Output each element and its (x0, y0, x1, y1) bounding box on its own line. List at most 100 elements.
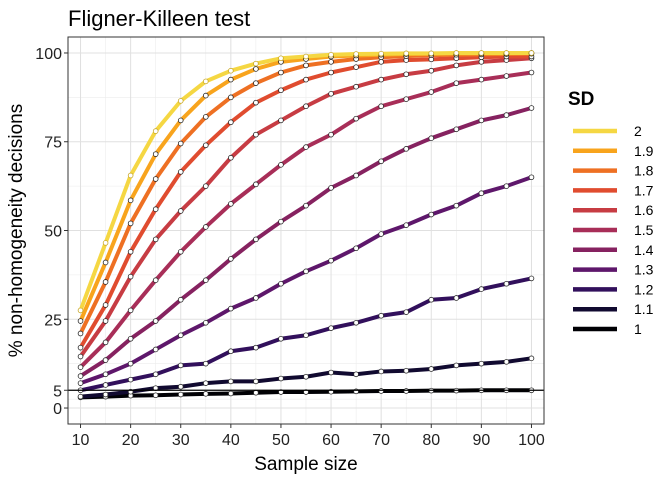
data-point-sd-1.2 (102, 382, 109, 388)
data-point-sd-1.7 (152, 206, 159, 212)
data-point-sd-2 (353, 51, 359, 57)
data-point-sd-1.3 (127, 360, 134, 367)
data-point-sd-1.5 (353, 115, 359, 122)
data-point-sd-1.6 (478, 59, 485, 65)
data-point-sd-1.3 (503, 183, 510, 189)
data-point-sd-2 (528, 50, 535, 56)
y-tick-label: 100 (35, 46, 62, 63)
data-point-sd-1.7 (253, 99, 259, 106)
data-point-sd-1.2 (177, 362, 184, 369)
y-tick-label: 50 (44, 224, 62, 241)
data-point-sd-1.6 (102, 318, 109, 324)
data-point-sd-1.7 (127, 249, 134, 255)
x-axis-title: Sample size (254, 454, 358, 475)
data-point-sd-1.3 (403, 222, 410, 228)
data-point-sd-1.1 (278, 375, 284, 382)
data-point-sd-1.3 (428, 211, 435, 218)
data-point-sd-1.1 (102, 391, 109, 398)
data-point-sd-1.4 (228, 256, 234, 262)
data-point-sd-1.9 (253, 66, 259, 72)
data-point-sd-2 (453, 50, 460, 56)
data-point-sd-1.3 (353, 245, 359, 252)
data-point-sd-1.7 (202, 142, 209, 149)
y-tick-label: 75 (44, 135, 62, 152)
data-point-sd-1.4 (378, 158, 384, 165)
data-point-sd-1.7 (102, 302, 109, 308)
data-point-sd-1.2 (528, 275, 535, 282)
data-point-sd-1.7 (278, 87, 284, 94)
data-point-sd-2 (127, 172, 134, 179)
data-point-sd-1.3 (177, 332, 184, 339)
data-point-sd-1.5 (102, 339, 109, 346)
data-point-sd-2 (202, 78, 209, 85)
data-point-sd-1.6 (328, 91, 334, 97)
data-point-sd-1.9 (228, 76, 234, 83)
data-point-sd-2 (77, 307, 84, 314)
data-point-sd-1 (253, 389, 259, 396)
data-point-sd-1.4 (303, 202, 309, 209)
legend-label-sd-1.9: 1.9 (634, 143, 654, 159)
data-point-sd-1.9 (102, 259, 109, 266)
x-tick-label: 100 (518, 432, 545, 449)
data-point-sd-1 (353, 388, 359, 395)
data-point-sd-1.4 (428, 135, 435, 141)
data-point-sd-1.4 (353, 172, 359, 179)
data-point-sd-1.8 (177, 140, 184, 147)
data-point-sd-1.1 (503, 359, 510, 365)
data-point-sd-1.8 (127, 220, 134, 227)
data-point-sd-1.3 (453, 202, 460, 209)
x-tick-label: 20 (122, 432, 140, 449)
data-point-sd-1.5 (303, 144, 309, 150)
data-point-sd-1.9 (77, 318, 84, 324)
data-point-sd-1.6 (228, 154, 234, 161)
data-point-sd-1.3 (253, 295, 259, 301)
data-point-sd-1.6 (378, 76, 384, 83)
data-point-sd-1.5 (453, 80, 460, 86)
legend-items: 2 1.9 1.8 1.7 1.6 1.5 1.4 1.3 1.2 1.1 1 (573, 123, 654, 337)
data-point-sd-1.4 (152, 318, 159, 324)
data-point-sd-1.2 (328, 325, 334, 331)
data-point-sd-1.5 (152, 277, 159, 284)
data-point-sd-2 (378, 50, 384, 57)
x-tick-label: 40 (222, 432, 240, 449)
data-point-sd-1.5 (278, 162, 284, 168)
data-point-sd-1.5 (428, 89, 435, 95)
data-point-sd-1.6 (253, 131, 259, 138)
legend-label-sd-2: 2 (634, 123, 642, 139)
data-point-sd-1.8 (102, 279, 109, 285)
data-point-sd-1.1 (353, 371, 359, 378)
data-point-sd-1.6 (152, 236, 159, 243)
data-point-sd-1.4 (77, 373, 84, 379)
data-point-sd-1 (228, 390, 234, 397)
data-point-sd-1.1 (177, 383, 184, 390)
data-point-sd-1.8 (278, 69, 284, 76)
data-point-sd-1.4 (453, 126, 460, 133)
x-tick-label: 30 (172, 432, 190, 449)
data-point-sd-1.6 (353, 83, 359, 90)
data-point-sd-1.9 (152, 151, 159, 157)
data-point-sd-1.5 (403, 96, 410, 102)
data-point-sd-1 (152, 392, 159, 399)
data-point-sd-1.1 (378, 368, 384, 375)
data-point-sd-2 (177, 98, 184, 104)
data-point-sd-1.3 (152, 346, 159, 353)
data-point-sd-1.1 (428, 366, 435, 372)
data-point-sd-1.4 (278, 218, 284, 225)
data-point-sd-1.5 (328, 131, 334, 138)
data-point-sd-2 (278, 55, 284, 62)
data-point-sd-2 (478, 50, 485, 56)
data-point-sd-1.3 (77, 380, 84, 386)
data-point-sd-1 (378, 388, 384, 394)
legend-label-sd-1.1: 1.1 (634, 301, 654, 317)
data-point-sd-1.1 (253, 378, 259, 385)
y-axis-title: % non-homogeneity decisions (6, 104, 27, 358)
legend-label-sd-1.4: 1.4 (634, 242, 654, 258)
data-point-sd-1.1 (403, 367, 410, 374)
data-point-sd-1.8 (202, 114, 209, 120)
data-point-sd-1.3 (102, 371, 109, 378)
data-point-sd-1.2 (303, 332, 309, 339)
data-point-sd-1.9 (202, 92, 209, 99)
data-point-sd-1.1 (453, 362, 460, 369)
